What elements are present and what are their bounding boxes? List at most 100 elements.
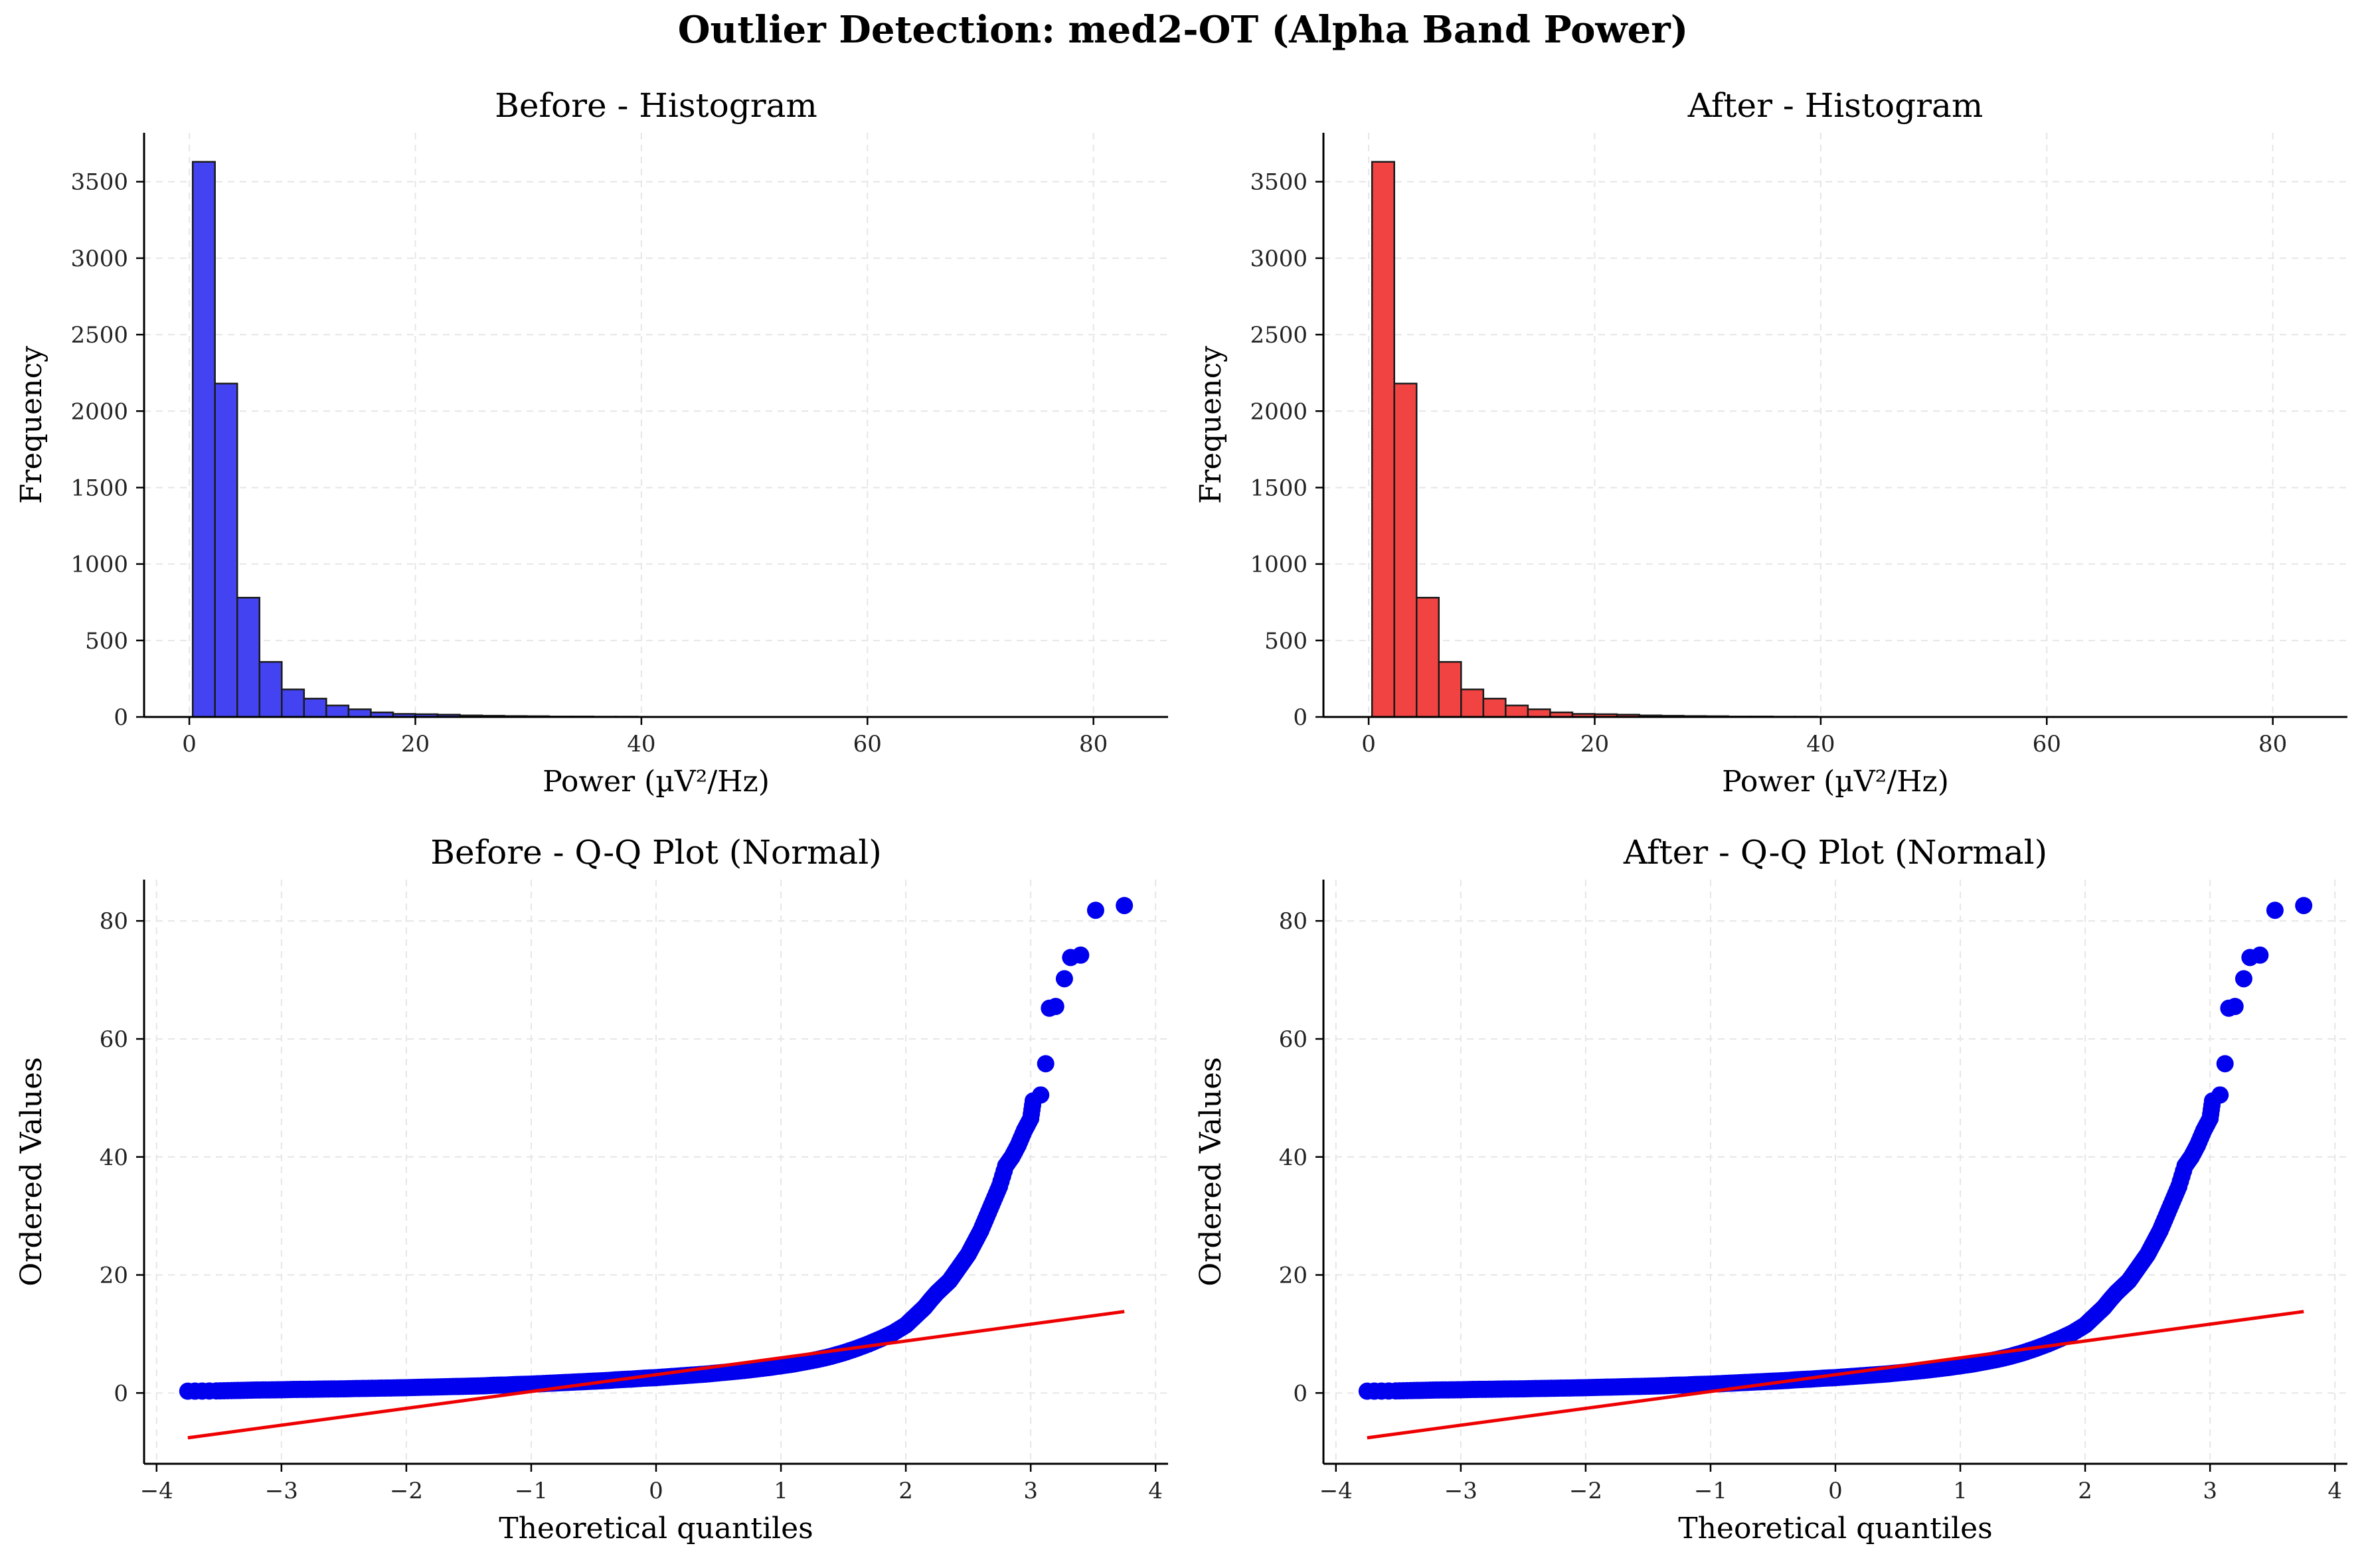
qq-point bbox=[1037, 1055, 1055, 1073]
panel-title: After - Q-Q Plot (Normal) bbox=[1623, 833, 2047, 872]
x-tick-label: 1 bbox=[1953, 1478, 1968, 1504]
x-tick-label: 4 bbox=[2327, 1478, 2342, 1504]
qq-point bbox=[2295, 897, 2313, 915]
x-tick-label: 0 bbox=[1828, 1478, 1843, 1504]
y-tick-label: 2000 bbox=[70, 398, 128, 425]
x-tick-label: 0 bbox=[1361, 731, 1376, 757]
x-tick-label: 3 bbox=[1023, 1478, 1038, 1504]
y-tick-label: 1000 bbox=[70, 552, 128, 578]
x-axis-label: Theoretical quantiles bbox=[499, 1512, 813, 1545]
y-tick-label: 80 bbox=[100, 908, 128, 935]
y-tick-label: 500 bbox=[1264, 628, 1308, 655]
histogram-bar bbox=[1415, 597, 1440, 718]
histogram-bar bbox=[1460, 688, 1485, 718]
y-axis-label: Ordered Values bbox=[1194, 1057, 1228, 1287]
y-tick-label: 20 bbox=[1279, 1263, 1308, 1289]
x-tick-label: 2 bbox=[898, 1478, 913, 1504]
x-tick-label: 60 bbox=[2033, 731, 2061, 757]
qq-point bbox=[1116, 897, 1134, 915]
x-tick-label: 40 bbox=[1806, 731, 1835, 757]
x-tick-label: −2 bbox=[1569, 1478, 1602, 1504]
y-tick-label: 20 bbox=[100, 1263, 128, 1289]
y-tick-label: 3500 bbox=[1250, 169, 1308, 196]
histogram-bar bbox=[1482, 698, 1507, 718]
qq-point bbox=[1047, 998, 1064, 1016]
y-axis-label: Frequency bbox=[1194, 346, 1228, 504]
histogram-bar bbox=[325, 704, 350, 718]
y-tick-label: 40 bbox=[1279, 1144, 1308, 1171]
qq-point bbox=[2216, 1055, 2234, 1073]
x-tick-label: 2 bbox=[2078, 1478, 2092, 1504]
x-tick-label: 20 bbox=[401, 731, 430, 757]
y-tick-label: 1000 bbox=[1250, 552, 1308, 578]
histogram-bar bbox=[1371, 161, 1395, 718]
y-tick-label: 2500 bbox=[70, 322, 128, 349]
qq-point bbox=[1023, 1097, 1041, 1114]
panel-title: Before - Q-Q Plot (Normal) bbox=[430, 833, 881, 872]
qq-point bbox=[2226, 998, 2244, 1016]
qq-point bbox=[2235, 970, 2252, 988]
y-tick-label: 2000 bbox=[1250, 398, 1308, 425]
y-tick-label: 0 bbox=[114, 1380, 128, 1407]
qq-point bbox=[2251, 946, 2269, 964]
x-tick-label: −4 bbox=[1319, 1478, 1353, 1504]
x-tick-label: 80 bbox=[1079, 731, 1108, 757]
histogram-bar bbox=[191, 161, 216, 718]
x-axis-label: Power (µV²/Hz) bbox=[543, 765, 770, 799]
qq-fit-line bbox=[187, 1310, 1125, 1440]
y-tick-label: 2500 bbox=[1250, 322, 1308, 349]
y-axis-label: Ordered Values bbox=[15, 1057, 48, 1287]
x-axis-label: Power (µV²/Hz) bbox=[1722, 765, 1949, 799]
x-tick-label: 80 bbox=[2258, 731, 2287, 757]
histogram-bar bbox=[258, 661, 283, 718]
y-tick-label: 3000 bbox=[70, 246, 128, 272]
before-histogram-panel: 0 20 40 60 80 0 500 1000 1500 2000 2500 3000 3500 Bef… bbox=[15, 86, 1168, 799]
histogram-bar bbox=[347, 708, 372, 718]
panel-title: After - Histogram bbox=[1687, 86, 1984, 125]
qq-point bbox=[1072, 946, 1090, 964]
y-tick-label: 0 bbox=[1293, 1380, 1308, 1407]
x-tick-label: 0 bbox=[182, 731, 197, 757]
histogram-bar bbox=[214, 382, 238, 718]
x-tick-label: 60 bbox=[853, 731, 882, 757]
y-tick-label: 80 bbox=[1279, 908, 1308, 935]
x-tick-label: −2 bbox=[390, 1478, 423, 1504]
x-tick-label: −1 bbox=[1694, 1478, 1727, 1504]
histogram-bar bbox=[303, 698, 327, 718]
qq-point bbox=[2266, 902, 2284, 919]
x-tick-label: −3 bbox=[1444, 1478, 1478, 1504]
histogram-bar bbox=[236, 597, 261, 718]
histogram-bar bbox=[1505, 704, 1529, 718]
histogram-bar bbox=[1393, 382, 1418, 718]
y-tick-label: 60 bbox=[100, 1026, 128, 1053]
figure-title: Outlier Detection: med2-OT (Alpha Band P… bbox=[677, 8, 1689, 52]
x-tick-label: 0 bbox=[649, 1478, 663, 1504]
y-tick-label: 1500 bbox=[70, 475, 128, 501]
y-tick-label: 0 bbox=[1293, 704, 1308, 731]
x-tick-label: 1 bbox=[774, 1478, 788, 1504]
y-axis-label: Frequency bbox=[15, 346, 48, 504]
x-axis-label: Theoretical quantiles bbox=[1678, 1512, 1993, 1545]
x-tick-label: 40 bbox=[627, 731, 655, 757]
y-tick-label: 3500 bbox=[70, 169, 128, 196]
y-tick-label: 60 bbox=[1279, 1026, 1308, 1053]
y-tick-label: 500 bbox=[85, 628, 128, 655]
after-histogram-panel: 0 20 40 60 80 0 500 1000 1500 2000 2500 3000 3500 Aft… bbox=[1194, 86, 2347, 799]
x-tick-label: −3 bbox=[265, 1478, 298, 1504]
panel-title: Before - Histogram bbox=[495, 86, 817, 125]
histogram-bar bbox=[281, 688, 305, 718]
x-tick-label: −4 bbox=[140, 1478, 173, 1504]
x-tick-label: 20 bbox=[1580, 731, 1609, 757]
x-tick-label: 4 bbox=[1148, 1478, 1163, 1504]
y-tick-label: 40 bbox=[100, 1144, 128, 1171]
y-tick-label: 1500 bbox=[1250, 475, 1308, 501]
histogram-bar bbox=[1438, 661, 1462, 718]
y-tick-label: 0 bbox=[114, 704, 128, 731]
qq-point bbox=[1086, 902, 1104, 919]
x-tick-label: −1 bbox=[515, 1478, 548, 1504]
qq-fit-line bbox=[1367, 1310, 2304, 1440]
histogram-bar bbox=[1527, 708, 1551, 718]
